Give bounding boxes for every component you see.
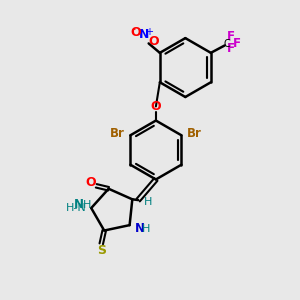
Text: F: F [226, 30, 235, 43]
Text: +: + [145, 27, 153, 37]
Text: N: N [135, 222, 145, 235]
Text: H-N: H-N [66, 203, 87, 213]
Text: H: H [142, 224, 150, 234]
Text: S: S [97, 244, 106, 257]
Text: F: F [226, 42, 235, 55]
Text: -: - [131, 24, 135, 34]
Text: H: H [82, 200, 91, 209]
Text: N: N [139, 28, 149, 41]
Text: F: F [232, 37, 240, 50]
Text: Br: Br [187, 127, 202, 140]
Text: O: O [151, 100, 161, 113]
Text: O: O [148, 35, 159, 48]
Text: O: O [130, 26, 141, 39]
Text: C: C [223, 39, 230, 49]
Text: N: N [74, 198, 84, 211]
Text: H: H [144, 196, 153, 206]
Text: O: O [85, 176, 96, 189]
Text: Br: Br [110, 127, 124, 140]
